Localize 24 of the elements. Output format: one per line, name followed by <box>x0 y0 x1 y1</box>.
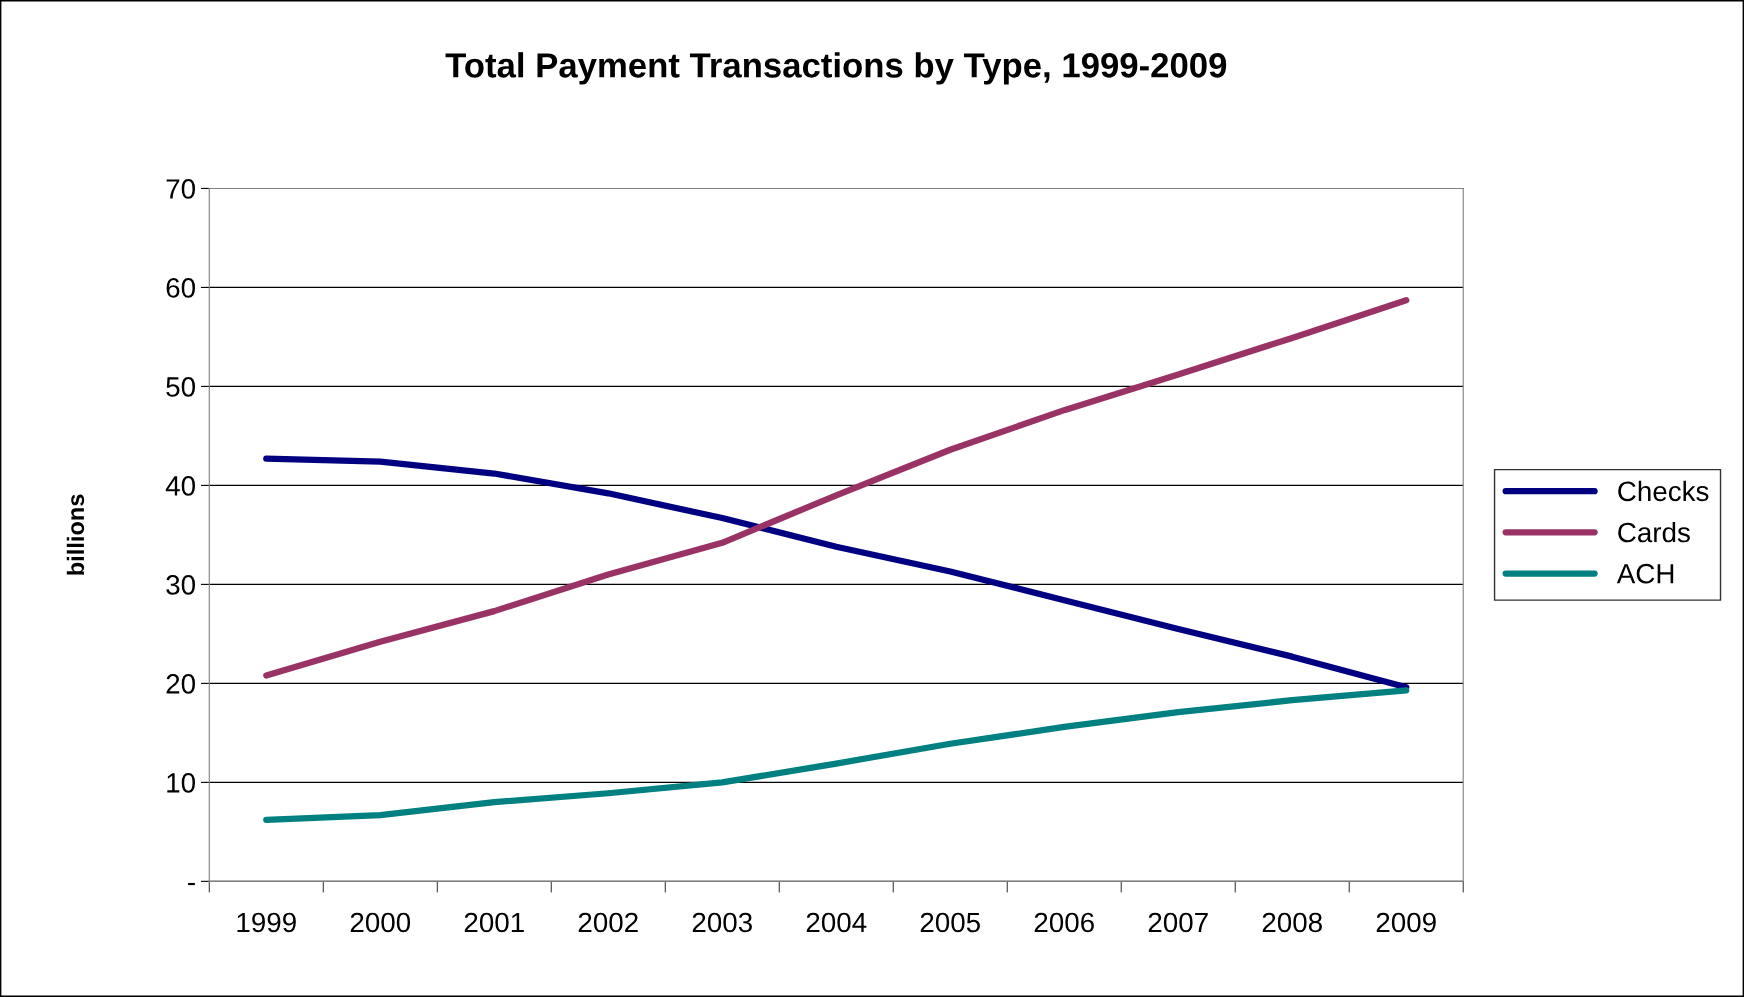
x-tick-label: 1999 <box>237 912 296 933</box>
chart-title: Total Payment Transactions by Type, 1999-2009 <box>445 52 1227 85</box>
x-tick-label: 2000 <box>350 912 411 933</box>
x-tick-label: 2005 <box>920 912 980 933</box>
y-tick-label: - <box>188 882 195 886</box>
y-tick-label: 10 <box>167 773 195 793</box>
x-tick-label: 2003 <box>692 912 752 933</box>
x-tick-label: 2002 <box>578 912 638 933</box>
y-tick-label: 40 <box>165 476 195 496</box>
x-tick-label: 2009 <box>1376 912 1436 933</box>
y-tick-label: 60 <box>166 278 195 298</box>
y-tick-label: 20 <box>166 674 195 694</box>
legend-label: ACH <box>1616 563 1674 584</box>
y-tick-label: 50 <box>166 377 195 397</box>
legend-label: Cards <box>1618 521 1690 543</box>
x-tick-label: 2008 <box>1262 912 1322 933</box>
y-axis-title: billions <box>66 494 85 575</box>
x-tick-label: 2006 <box>1034 912 1094 933</box>
x-tick-label: 2007 <box>1148 912 1208 933</box>
y-tick-label: 30 <box>166 575 195 595</box>
y-tick-label: 70 <box>166 179 195 199</box>
legend-label: Checks <box>1618 480 1709 502</box>
x-tick-label: 2004 <box>806 912 867 933</box>
x-tick-label: 2001 <box>464 912 524 933</box>
